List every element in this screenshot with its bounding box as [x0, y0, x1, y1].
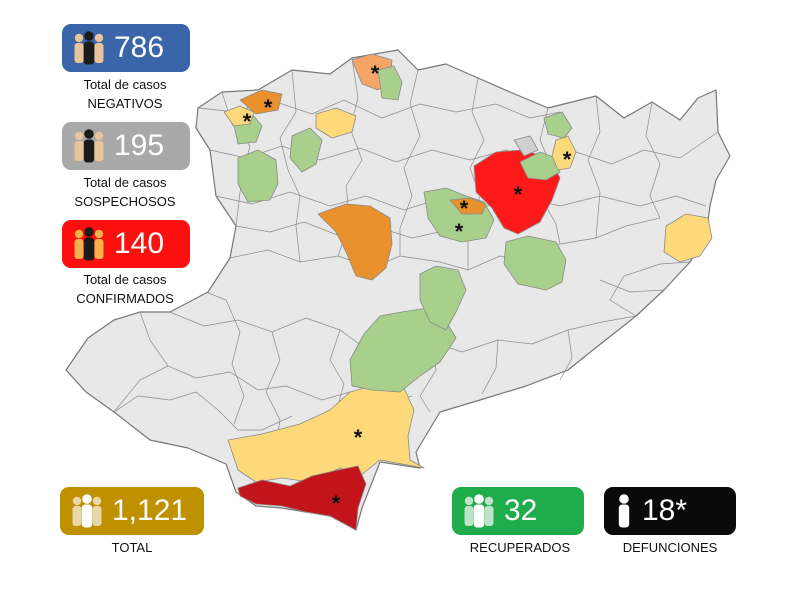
municipal-border-18: [609, 261, 691, 317]
case-marker-1: *: [263, 95, 273, 121]
recuperados-caption: RECUPERADOS: [469, 540, 571, 555]
total-count: 1,121: [112, 494, 188, 527]
case-marker-3: *: [562, 147, 572, 173]
confirmados-count: 140: [114, 227, 165, 260]
defunciones-caption: DEFUNCIONES: [622, 540, 718, 555]
defunciones-count: 18*: [642, 494, 688, 527]
sospechosos-caption: Total de casos SOSPECHOSOS: [74, 175, 176, 209]
municipal-border-3: [113, 391, 293, 431]
people-group-icon: [74, 31, 104, 65]
municipal-border-17: [559, 329, 573, 381]
recuperados-count: 32: [504, 494, 538, 527]
municipality-green-west: [237, 149, 279, 203]
municipality-yellow-east: [663, 213, 713, 263]
negativos-badge: 786: [62, 24, 190, 72]
case-marker-8: *: [331, 491, 341, 517]
case-marker-6: *: [454, 219, 464, 245]
municipality-green-west2: [289, 127, 323, 173]
municipality-green-ne: [543, 111, 573, 139]
municipality-orange-nw: [239, 89, 283, 115]
municipality-green-center: [349, 307, 457, 393]
state-outline: [65, 49, 731, 531]
case-marker-4: *: [513, 182, 523, 208]
municipality-orange-center: [317, 203, 393, 281]
municipal-border-6: [399, 69, 421, 256]
people-group-icon: [72, 494, 102, 528]
municipal-border-10: [645, 101, 661, 219]
municipality-orange-small-center: [449, 197, 487, 215]
municipality-yellow-north: [315, 107, 357, 139]
municipal-border-4: [279, 69, 301, 263]
municipality-green-east: [503, 235, 567, 291]
people-group-icon: [74, 129, 104, 163]
municipality-yellow-coast: [227, 385, 425, 483]
municipality-lightgray-north: [513, 135, 539, 157]
municipality-darkred-coast: [237, 465, 367, 531]
confirmados-badge: 140: [62, 220, 190, 268]
sospechosos-badge: 195: [62, 122, 190, 170]
people-group-icon: [464, 494, 494, 528]
negativos-count: 786: [114, 31, 165, 64]
person-icon: [618, 494, 630, 528]
people-group-icon: [74, 227, 104, 261]
municipal-border-14: [329, 329, 345, 413]
municipal-border-12: [205, 291, 245, 425]
municipal-border-24: [599, 279, 665, 293]
total-badge: 1,121: [60, 487, 204, 535]
municipality-green-north: [377, 65, 403, 101]
municipal-border-0: [229, 217, 661, 271]
confirmados-caption: Total de casos CONFIRMADOS: [76, 272, 174, 306]
recuperados-badge: 32: [452, 487, 584, 535]
defunciones-badge: 18*: [604, 487, 736, 535]
case-marker-0: *: [370, 61, 380, 87]
negativos-caption: Total de casos NEGATIVOS: [83, 77, 167, 111]
municipal-border-9: [587, 95, 601, 239]
municipal-border-13: [265, 331, 281, 447]
case-marker-5: *: [459, 196, 469, 222]
municipal-border-23: [113, 365, 169, 413]
sospechosos-count: 195: [114, 129, 165, 162]
case-marker-2: *: [242, 109, 252, 135]
total-caption: TOTAL: [111, 540, 153, 555]
case-marker-7: *: [353, 425, 363, 451]
municipality-green-north-center: [519, 151, 561, 181]
municipality-yellow-nw: [223, 105, 255, 127]
municipal-border-16: [481, 339, 499, 395]
municipality-yellow-ne: [551, 135, 577, 171]
municipality-green-mid: [419, 265, 467, 331]
